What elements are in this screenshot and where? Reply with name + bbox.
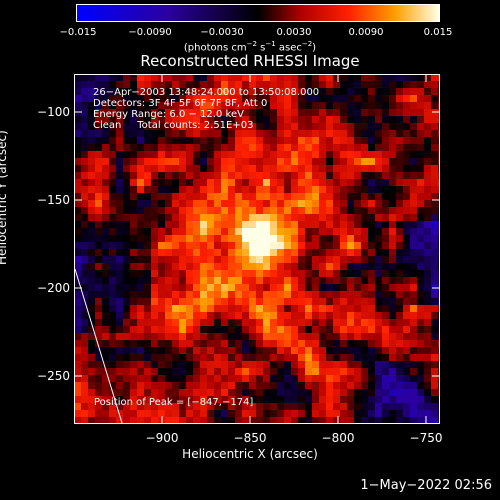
x-tick-label: −800 [321,431,355,445]
plot-title: Reconstructed RHESSI Image [140,52,360,70]
colorbar [76,4,440,22]
info-time-range: 26−Apr−2003 13:48:24.000 to 13:50:08.000 [93,87,320,98]
limb-line [74,268,123,424]
colorbar-gradient [77,5,439,21]
info-clean-counts: Clean Total counts: 2.51E+03 [93,120,254,131]
y-axis-label: Heliocentric Y (arcsec) [0,130,9,265]
x-tick-label: −900 [145,431,179,445]
x-tick-label: −850 [233,431,267,445]
info-energy-range: Energy Range: 6.0 − 12.0 keV [93,109,244,120]
colorbar-tick: −0.015 [59,27,97,38]
timestamp: 1−May−2022 02:56 [360,478,492,493]
heatmap-plot [74,74,440,424]
x-tick-label: −750 [409,431,443,445]
colorbar-tick: −0.0030 [200,27,244,38]
colorbar-units: (photons cm−2 s−1 asec−2) [183,40,317,54]
colorbar-tick: −0.0090 [128,27,172,38]
y-tick-label: −100 [37,105,70,119]
plot-frame [74,74,440,424]
colorbar-tick: 0.0090 [348,27,384,38]
info-detectors: Detectors: 3F 4F 5F 6F 7F 8F, Att 0 [93,98,268,109]
colorbar-tick: 0.0030 [276,27,312,38]
colorbar-tick: 0.015 [423,27,453,38]
y-tick-label: −200 [37,281,70,295]
y-tick-label: −250 [37,369,70,383]
heatmap-image [74,74,440,424]
y-tick-label: −150 [37,193,70,207]
x-axis-label: Heliocentric X (arcsec) [182,447,318,461]
peak-position-label: Position of Peak = [−847,−174] [94,397,254,408]
